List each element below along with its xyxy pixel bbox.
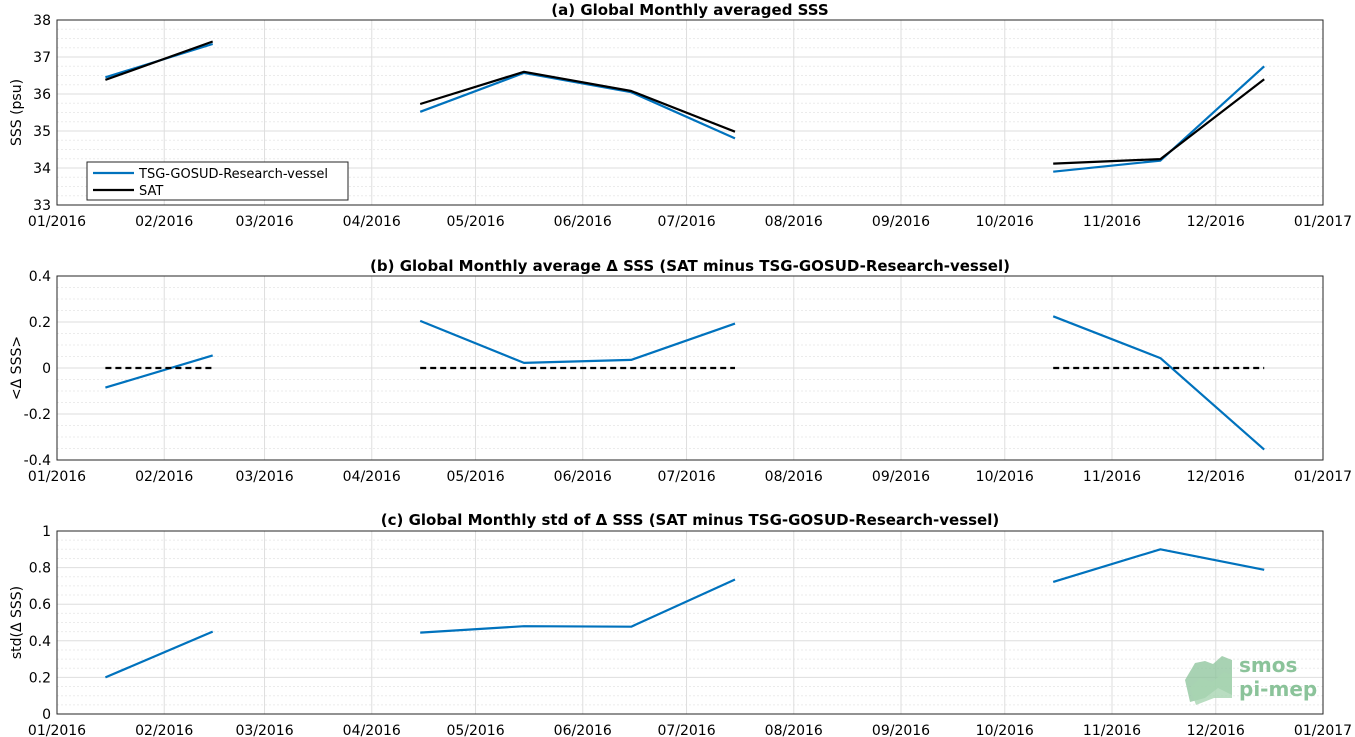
y-tick-label: 0.8 [29, 561, 51, 577]
x-tick-label: 01/2016 [28, 214, 86, 230]
x-tick-label: 01/2017 [1294, 214, 1352, 230]
x-tick-label: 05/2016 [446, 214, 504, 230]
x-tick-label: 02/2016 [135, 469, 193, 485]
x-tick-label: 06/2016 [554, 723, 612, 737]
plot-frame [56, 19, 1324, 206]
x-tick-label: 09/2016 [872, 723, 930, 737]
logo-text-pi-mep: pi-mep [1239, 677, 1317, 701]
chart-title: (b) Global Monthly average Δ SSS (SAT mi… [370, 257, 1010, 275]
chart-panel-3: 01/2016 02/2016 03/2016 04/2016 05/2016 06/20… [9, 511, 1352, 737]
y-tick-label: -0.2 [24, 407, 51, 423]
x-tick-label: 10/2016 [976, 723, 1034, 737]
series-line-segment [419, 71, 736, 140]
x-tick-label: 07/2016 [657, 214, 715, 230]
x-tick-label: 01/2016 [28, 723, 86, 737]
y-tick-label: -0.4 [24, 453, 51, 469]
x-tick-label: 04/2016 [343, 723, 401, 737]
series-line-segment [420, 578, 736, 634]
legend-box [86, 161, 349, 201]
y-tick-label: 0.4 [29, 269, 51, 285]
x-tick-label: 05/2016 [446, 469, 504, 485]
x-tick-label: 12/2016 [1187, 469, 1245, 485]
y-tick-label: 34 [33, 161, 51, 177]
x-tick-label: 11/2016 [1083, 723, 1141, 737]
x-tick-label: 06/2016 [554, 214, 612, 230]
x-tick-label: 09/2016 [872, 214, 930, 230]
y-tick-label: 1 [42, 524, 51, 540]
x-tick-label: 11/2016 [1083, 469, 1141, 485]
chart-panel-2: 01/2016 02/2016 03/2016 04/2016 05/2016 06/20… [9, 257, 1352, 485]
y-tick-label: 36 [33, 87, 51, 103]
x-tick-label: 01/2016 [28, 469, 86, 485]
x-tick-label: 01/2017 [1294, 723, 1352, 737]
series-line-segment [1052, 315, 1265, 451]
series-line-segment [419, 70, 736, 133]
plot-frame [56, 275, 1324, 461]
y-tick-label: 35 [33, 124, 51, 140]
x-tick-label: 04/2016 [343, 214, 401, 230]
x-tick-label: 10/2016 [976, 214, 1034, 230]
y-tick-label: 0.6 [29, 597, 51, 613]
series-line-segment [1052, 548, 1265, 583]
series-line-segment [104, 630, 214, 679]
y-tick-label: 0.2 [29, 315, 51, 331]
legend-label: TSG-GOSUD-Research-vessel [138, 167, 328, 182]
series-delta-sss [105, 315, 1265, 451]
x-tick-label: 08/2016 [765, 469, 823, 485]
plot-frame [56, 530, 1324, 715]
x-tick-label: 10/2016 [976, 469, 1034, 485]
series-line-segment [1053, 78, 1265, 165]
y-tick-label: 0 [42, 361, 51, 377]
chart-panel-1: 01/2016 02/2016 03/2016 04/2016 05/2016 06/20… [9, 1, 1352, 230]
x-tick-label: 07/2016 [657, 469, 715, 485]
y-tick-label: 0.2 [29, 670, 51, 686]
x-tick-label: 04/2016 [343, 469, 401, 485]
series-line-segment [419, 319, 736, 364]
smos-pi-mep-logo: smos pi-mep [1185, 653, 1317, 705]
x-tick-label: 08/2016 [765, 723, 823, 737]
x-tick-label: 03/2016 [235, 214, 293, 230]
x-tick-label: 05/2016 [446, 723, 504, 737]
y-tick-label: 0 [42, 707, 51, 723]
x-tick-label: 09/2016 [872, 469, 930, 485]
series-line-segment [105, 354, 214, 389]
x-tick-label: 06/2016 [554, 469, 612, 485]
chart-title: (c) Global Monthly std of Δ SSS (SAT min… [381, 511, 999, 529]
logo-text-smos: smos [1239, 653, 1297, 677]
x-tick-label: 08/2016 [765, 214, 823, 230]
x-tick-label: 07/2016 [657, 723, 715, 737]
x-tick-label: 01/2017 [1294, 469, 1352, 485]
y-tick-label: 37 [33, 50, 51, 66]
series-sat [105, 40, 1265, 165]
legend-label: SAT [139, 184, 163, 199]
series-delta-sss [104, 548, 1265, 679]
y-tick-label: 33 [33, 198, 51, 214]
y-tick-label: 0.4 [29, 634, 51, 650]
chart-title: (a) Global Monthly averaged SSS [551, 1, 828, 19]
x-tick-label: 11/2016 [1083, 214, 1141, 230]
x-tick-label: 02/2016 [135, 723, 193, 737]
y-axis-label: <Δ SSS> [9, 336, 25, 400]
x-tick-label: 03/2016 [235, 723, 293, 737]
x-tick-label: 12/2016 [1187, 723, 1245, 737]
y-axis-label: std(Δ SSS) [9, 586, 25, 659]
series-line-segment [1053, 65, 1265, 173]
x-tick-label: 12/2016 [1187, 214, 1245, 230]
y-axis-label: SSS (psu) [9, 79, 25, 146]
y-tick-label: 38 [33, 13, 51, 29]
series-line-segment [105, 40, 214, 81]
legend: TSG-GOSUD-Research-vessel SAT [86, 161, 349, 201]
x-tick-label: 02/2016 [135, 214, 193, 230]
x-tick-label: 03/2016 [235, 469, 293, 485]
